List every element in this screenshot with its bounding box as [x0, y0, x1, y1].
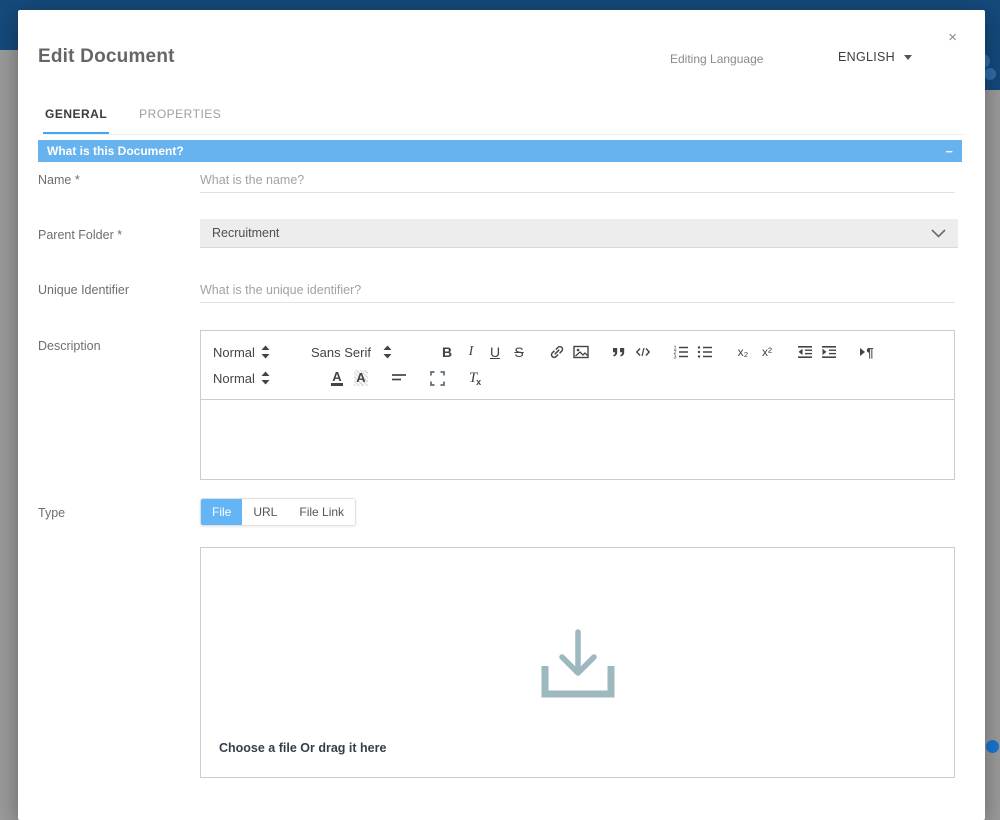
name-label: Name * [38, 173, 80, 187]
code-block-icon[interactable] [631, 340, 655, 364]
background-color-icon[interactable]: A [349, 366, 373, 390]
caret-down-icon [904, 55, 912, 60]
type-option-file-link[interactable]: File Link [288, 499, 355, 525]
editing-language-label: Editing Language [670, 52, 763, 66]
background-fab-button [986, 740, 999, 753]
description-textarea[interactable] [200, 400, 955, 480]
bullet-list-icon[interactable] [693, 340, 717, 364]
blockquote-icon[interactable] [607, 340, 631, 364]
chevron-down-icon [931, 229, 946, 238]
image-icon[interactable] [569, 340, 593, 364]
strikethrough-button[interactable]: S [507, 340, 531, 364]
language-value: ENGLISH [838, 50, 895, 64]
type-option-url[interactable]: URL [242, 499, 288, 525]
link-icon[interactable] [545, 340, 569, 364]
updown-arrows-icon [260, 370, 271, 386]
unique-identifier-input[interactable] [200, 278, 955, 303]
updown-arrows-icon [260, 344, 271, 360]
section-title: What is this Document? [47, 144, 184, 158]
header-format-dropdown[interactable]: Normal [213, 344, 271, 360]
collapse-icon[interactable]: − [945, 145, 953, 158]
description-editor: Normal Sans Serif B I U S [200, 330, 955, 480]
type-option-file[interactable]: File [201, 499, 242, 525]
text-color-icon[interactable]: A [325, 366, 349, 390]
superscript-button[interactable]: x² [755, 340, 779, 364]
parent-folder-label: Parent Folder * [38, 228, 122, 242]
subscript-button[interactable]: x₂ [731, 340, 755, 364]
modal-title: Edit Document [38, 46, 175, 68]
svg-text:3: 3 [674, 355, 677, 361]
text-direction-icon[interactable]: ¶ [855, 340, 879, 364]
name-input[interactable] [200, 168, 955, 193]
fullscreen-icon[interactable] [425, 366, 449, 390]
description-label: Description [38, 339, 101, 353]
unique-identifier-label: Unique Identifier [38, 283, 129, 297]
language-dropdown[interactable]: ENGLISH [838, 50, 912, 64]
bold-button[interactable]: B [435, 340, 459, 364]
parent-folder-select[interactable]: Recruitment [200, 219, 958, 248]
upload-tray-icon [539, 628, 617, 705]
updown-arrows-icon [382, 344, 393, 360]
italic-button[interactable]: I [459, 340, 483, 364]
indent-icon[interactable] [817, 340, 841, 364]
font-size-dropdown[interactable]: Normal [213, 370, 271, 386]
close-icon[interactable]: × [948, 30, 957, 45]
tab-bar: GENERAL PROPERTIES [43, 103, 965, 135]
editor-toolbar: Normal Sans Serif B I U S [200, 330, 955, 400]
section-header[interactable]: What is this Document? − [38, 140, 962, 162]
tab-general[interactable]: GENERAL [43, 103, 109, 134]
clean-formatting-icon[interactable]: T x [463, 366, 487, 390]
logo-circle [984, 68, 996, 80]
type-label: Type [38, 506, 65, 520]
edit-document-modal: × Edit Document Editing Language ENGLISH… [18, 10, 985, 820]
font-family-dropdown[interactable]: Sans Serif [311, 344, 393, 360]
tab-properties[interactable]: PROPERTIES [137, 103, 223, 134]
parent-folder-value: Recruitment [212, 226, 279, 240]
dropzone-text: Choose a file Or drag it here [219, 741, 386, 755]
align-icon[interactable] [387, 366, 411, 390]
underline-button[interactable]: U [483, 340, 507, 364]
outdent-icon[interactable] [793, 340, 817, 364]
file-dropzone[interactable]: Choose a file Or drag it here [200, 547, 955, 778]
type-toggle-group: File URL File Link [200, 498, 356, 526]
